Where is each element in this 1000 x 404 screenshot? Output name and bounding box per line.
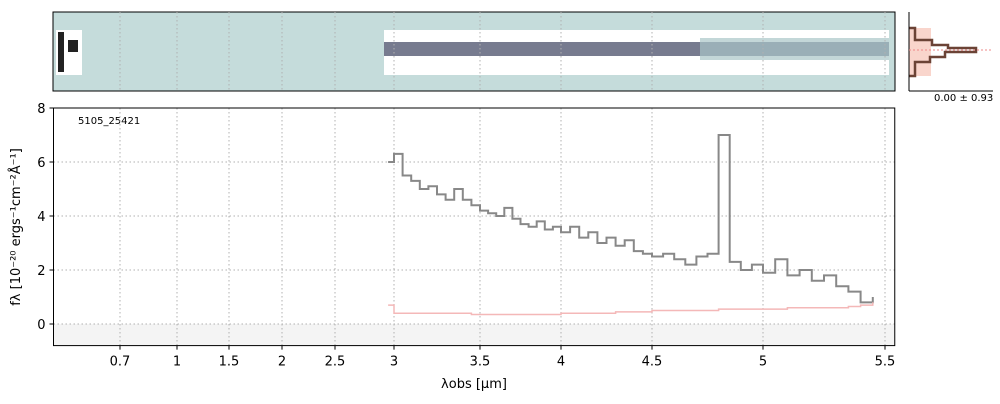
x-tick-label: 4 (557, 355, 565, 370)
plot-frame (53, 107, 896, 347)
x-tick-label: 3 (390, 355, 398, 370)
y-tick-label: 0 (37, 318, 45, 333)
x-tick-label: 2.5 (325, 355, 346, 370)
spectrum-line (388, 134, 874, 304)
annotation: 5105_25421 (78, 116, 140, 127)
y-tick-label: 4 (37, 210, 45, 225)
x-tick-label: 2 (278, 355, 286, 370)
y-tick-label: 8 (37, 102, 45, 117)
spectrum-2d (52, 11, 896, 92)
x-tick-label: 1 (173, 355, 181, 370)
x-tick-label: 0.7 (110, 355, 131, 370)
x-axis-label: λobs [μm] (441, 377, 507, 392)
x-tick-label: 5 (759, 355, 767, 370)
zero-band (53, 324, 895, 346)
x-tick-label: 5.5 (875, 355, 896, 370)
y-axis-label: fλ [10⁻²⁰ ergs⁻¹cm⁻²Å⁻¹] (8, 148, 24, 306)
y-tick-label: 6 (37, 156, 45, 171)
hist-label: 0.00 ± 0.93 (934, 93, 993, 104)
x-tick-label: 4.5 (642, 355, 663, 370)
x-tick-label: 1.5 (219, 355, 240, 370)
histogram-panel (908, 12, 993, 92)
y-tick-label: 2 (37, 264, 45, 279)
spectrum-line (388, 302, 874, 316)
x-tick-label: 3.5 (470, 355, 491, 370)
